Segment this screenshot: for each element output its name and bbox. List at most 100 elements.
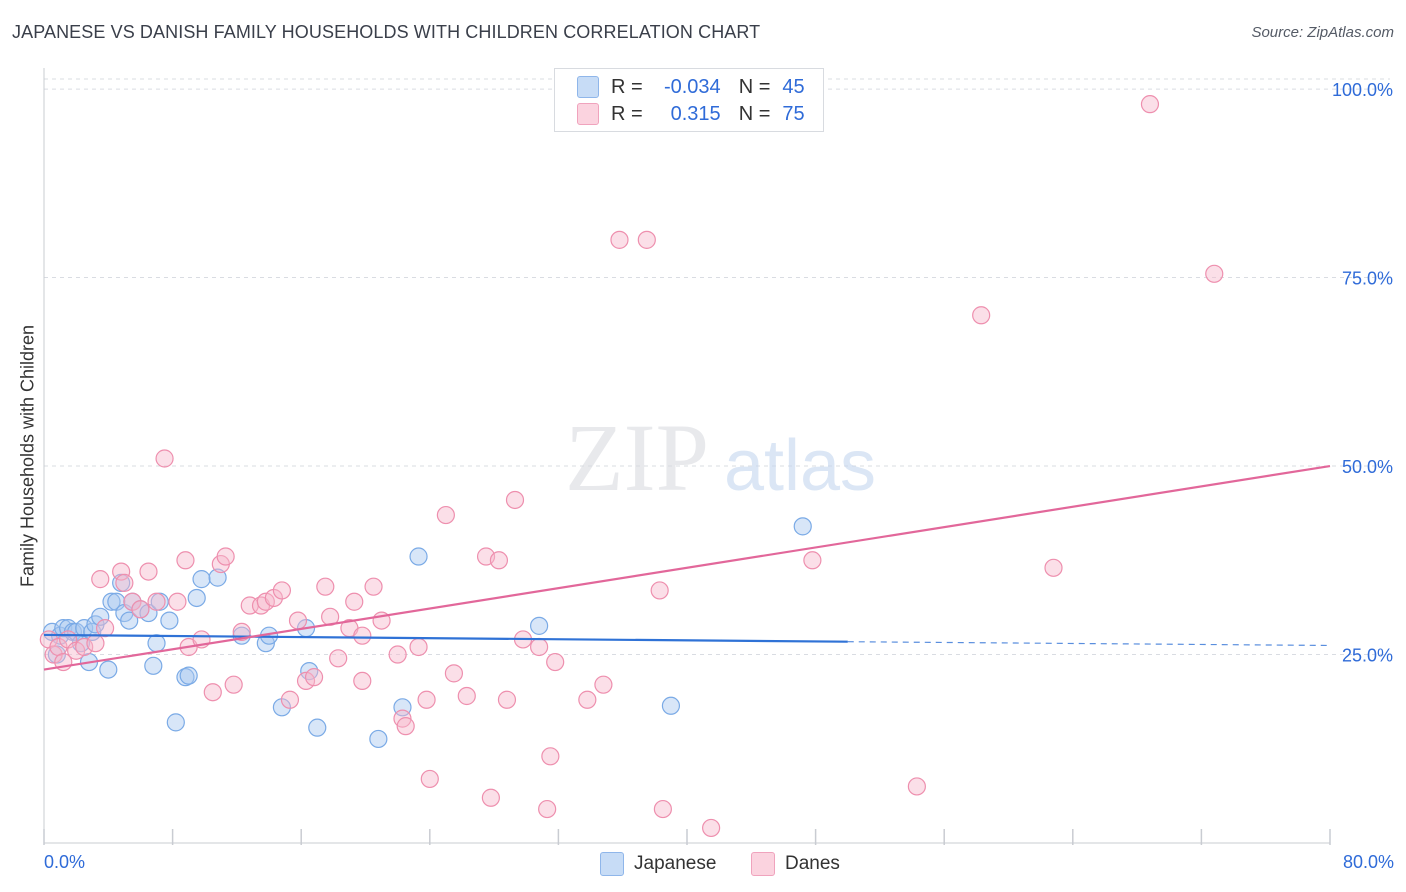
series-japanese [42,517,812,749]
data-point [661,696,681,715]
data-point [396,717,415,736]
data-point [91,607,110,626]
data-point [530,616,549,635]
y-axis-label: Family Households with Children [17,324,38,588]
data-point [86,634,105,653]
n-label: N = [738,75,771,98]
data-point [99,660,118,679]
y-tick-label: 100.0% [1332,80,1393,100]
data-points [39,95,1224,838]
data-point [187,588,206,608]
data-point [166,713,185,732]
japanese-legend-swatch [600,852,624,876]
data-point [546,652,565,672]
data-point [308,718,327,737]
data-point [530,637,549,657]
trend-line-japanese-extension [847,641,1331,647]
n-value: 45 [782,75,805,98]
data-point [147,592,166,611]
stats-legend: R = -0.034 N = 45 R = 0.315 N = 75 [554,68,824,132]
chart-title: JAPANESE VS DANISH FAMILY HOUSEHOLDS WIT… [12,22,761,42]
data-point [444,664,464,683]
watermark: ZIP atlas [565,404,876,511]
data-point [481,788,500,807]
legend-label-japanese: Japanese [634,853,717,874]
x-tick-min: 0.0% [44,852,86,872]
stats-row-japanese: R = -0.034 N = 45 [577,74,805,100]
data-point [139,562,158,581]
data-point [1044,558,1063,577]
data-point [224,675,243,694]
data-point [353,626,372,645]
data-point [155,449,174,468]
data-point [345,592,364,611]
y-tick-label: 50.0% [1342,457,1393,477]
axes [43,68,1331,845]
data-point [594,675,613,694]
data-point [168,592,187,611]
data-point [316,577,335,596]
trend-line-danes [43,464,1331,671]
trend-line-japanese [43,633,848,643]
data-point [95,619,115,638]
watermark-zip: ZIP [565,404,709,511]
legend-item-danes[interactable]: Danes [751,850,840,878]
data-point [208,568,227,587]
data-point [179,666,198,685]
data-point [420,769,439,789]
data-point [417,690,436,709]
source-note: Source: ZipAtlas.com [1251,24,1394,41]
data-point [409,637,428,657]
data-point [578,690,597,709]
y-tick-label: 25.0% [1342,646,1393,666]
data-point [1205,264,1224,283]
data-point [176,551,195,570]
data-point [436,505,455,525]
data-point [793,517,812,536]
data-point [131,600,150,619]
danes-swatch [577,103,599,125]
danes-legend-swatch [751,852,775,876]
watermark-atlas: atlas [724,426,876,506]
n-value: 75 [782,102,805,125]
data-point [75,637,94,657]
data-point [803,551,822,570]
data-point [216,547,235,566]
data-point [538,799,557,819]
r-value: 0.315 [670,102,721,125]
data-point [1140,95,1160,114]
data-point [203,683,222,702]
series-danes [39,95,1224,838]
data-point [144,656,163,675]
data-point [102,592,121,611]
data-point [91,570,110,589]
data-point [272,581,292,600]
data-point [364,577,383,596]
data-point [288,611,308,630]
data-point [369,729,388,749]
data-point [329,649,348,668]
legend-label-danes: Danes [785,853,840,874]
data-point [972,306,991,325]
data-point [192,570,211,589]
y-tick-label: 75.0% [1342,269,1393,289]
data-point [610,230,629,249]
data-point [353,671,372,691]
data-point [160,611,179,630]
data-point [637,230,656,249]
r-label: R = [611,102,643,125]
y-tick-labels: 25.0% 50.0% 75.0% 100.0% [1332,80,1393,665]
data-point [304,668,324,687]
n-label: N = [738,102,771,125]
data-point [653,799,672,819]
stats-row-danes: R = 0.315 N = 75 [577,101,805,127]
data-point [505,490,525,510]
data-point [112,562,131,581]
r-value: -0.034 [663,75,721,98]
data-point [388,645,407,664]
data-point [457,686,476,706]
data-point [497,690,517,709]
data-point [115,573,134,592]
legend-item-japanese[interactable]: Japanese [600,850,716,878]
